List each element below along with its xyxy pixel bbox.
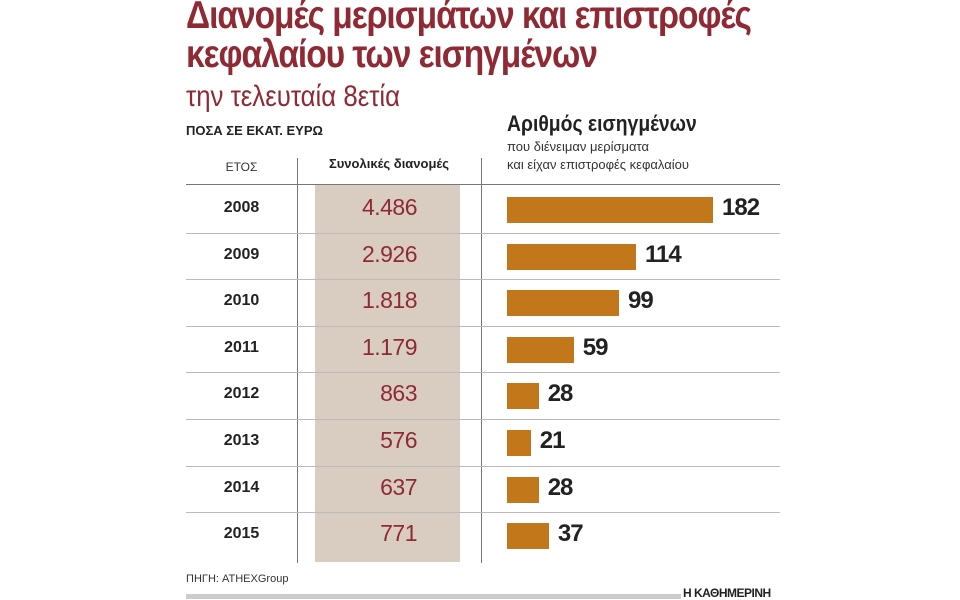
row-divider — [186, 465, 780, 467]
divider — [481, 158, 482, 563]
bar-title: Αριθμός εισηγμένων — [507, 111, 697, 136]
table-row: 2009 2.926 114 — [0, 232, 960, 280]
total-value: 771 — [380, 520, 417, 547]
row-divider — [186, 419, 780, 420]
bar — [507, 290, 620, 317]
total-value: 1.179 — [361, 333, 418, 360]
brand-logo: Η ΚΑΘΗΜΕΡΙΝΗ — [683, 586, 771, 600]
totals-highlight — [315, 185, 460, 562]
title-line-2: κεφαλαίου των εισηγμένων — [186, 33, 598, 76]
source-note: ΠΗΓΗ: ATHEXGroup — [186, 573, 289, 585]
bar — [507, 336, 574, 363]
title-line-1: Διανομές μερισμάτων και επιστροφές — [186, 0, 752, 37]
row-divider — [186, 232, 780, 234]
table-row: 2012 863 28 — [0, 372, 960, 419]
bar-label: 114 — [645, 240, 682, 268]
row-divider — [186, 512, 780, 514]
bar — [507, 197, 713, 223]
total-value: 576 — [380, 427, 417, 453]
table-row: 2015 771 37 — [0, 512, 960, 559]
year-label: 2011 — [224, 338, 259, 356]
column-header-year: ΕΤΟΣ — [225, 160, 258, 174]
chart-subtitle: την τελευταία 8ετία — [186, 80, 401, 113]
year-label: 2008 — [223, 199, 260, 216]
table-row: 2013 576 21 — [0, 419, 960, 466]
header-rule — [186, 184, 780, 185]
chart-title: Διανομές μερισμάτων και επιστροφές κεφαλ… — [186, 0, 752, 76]
bar-subtitle-line-2: και είχαν επιστροφές κεφαλαίου — [507, 157, 689, 172]
column-header-total: Συνολικές διανομές — [328, 156, 450, 171]
total-value: 2.926 — [361, 240, 418, 267]
units-label: ΠΟΣΑ ΣΕ ΕΚΑΤ. ΕΥΡΩ — [186, 123, 323, 138]
table-row: 2008 4.486 182 — [0, 187, 960, 233]
year-label: 2009 — [223, 245, 260, 263]
total-value: 4.486 — [361, 194, 418, 220]
table-row: 2010 1.818 99 — [0, 279, 960, 326]
total-value: 637 — [380, 473, 417, 500]
table-row: 2011 1.179 59 — [0, 325, 960, 373]
footer-rule — [186, 594, 681, 599]
bar-label: 28 — [547, 380, 574, 408]
divider — [297, 158, 298, 563]
bar-label: 37 — [557, 520, 584, 548]
row-divider — [186, 325, 780, 327]
bar — [507, 476, 539, 503]
table-row: 2014 637 28 — [0, 465, 960, 513]
year-label: 2014 — [223, 478, 260, 496]
bar-label: 99 — [628, 287, 654, 315]
year-label: 2015 — [223, 525, 260, 543]
year-label: 2013 — [223, 432, 260, 449]
bar-label: 59 — [582, 333, 609, 361]
total-value: 1.818 — [361, 287, 418, 314]
bar — [507, 430, 531, 456]
row-divider — [186, 372, 780, 374]
bar-subtitle-line-1: που διένειμαν μερίσματα — [507, 139, 650, 154]
year-label: 2012 — [223, 385, 260, 403]
total-value: 863 — [380, 380, 417, 407]
bar — [507, 243, 637, 270]
bar-label: 182 — [722, 194, 760, 221]
bar-label: 28 — [547, 473, 574, 501]
bar — [507, 523, 549, 550]
bar-subtitle: που διένειμαν μερίσματα και είχαν επιστρ… — [507, 138, 689, 174]
bar — [507, 383, 539, 410]
year-label: 2010 — [223, 292, 260, 310]
bar-label: 21 — [539, 427, 566, 454]
row-divider — [186, 279, 780, 281]
